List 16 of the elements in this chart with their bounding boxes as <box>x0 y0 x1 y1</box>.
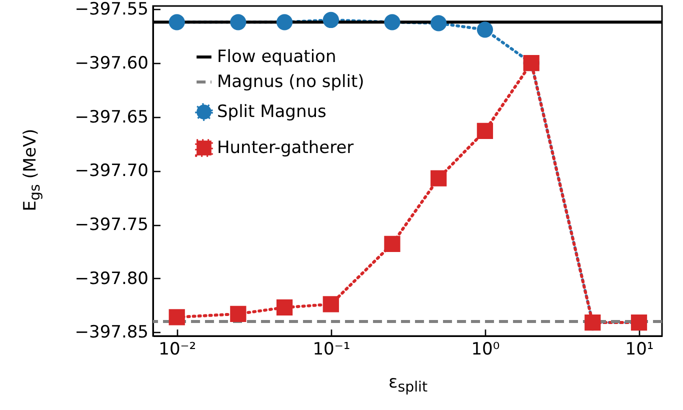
x-tick-label: 10⁻² <box>158 340 196 360</box>
y-tick-label: −397.80 <box>74 268 148 289</box>
x-axis-title: ε$_{split}$ <box>388 372 428 396</box>
y-tick-label: −397.75 <box>74 215 148 236</box>
x-tick-label: 10¹ <box>625 340 654 360</box>
x-tick-label: 10⁰ <box>471 340 500 360</box>
y-tick-label: −397.55 <box>74 0 148 20</box>
x-tick-label: 10⁻¹ <box>312 340 350 360</box>
y-tick-label: −397.60 <box>74 54 148 74</box>
y-tick-label: −397.65 <box>74 107 148 128</box>
legend-label: Split Magnus <box>217 102 327 122</box>
y-tick-label: −397.70 <box>74 161 148 182</box>
y-tick-label: −397.85 <box>74 322 148 343</box>
legend-label: Magnus (no split) <box>217 72 364 92</box>
legend-label: Hunter-gatherer <box>217 138 354 158</box>
legend-label: Flow equation <box>217 47 336 67</box>
